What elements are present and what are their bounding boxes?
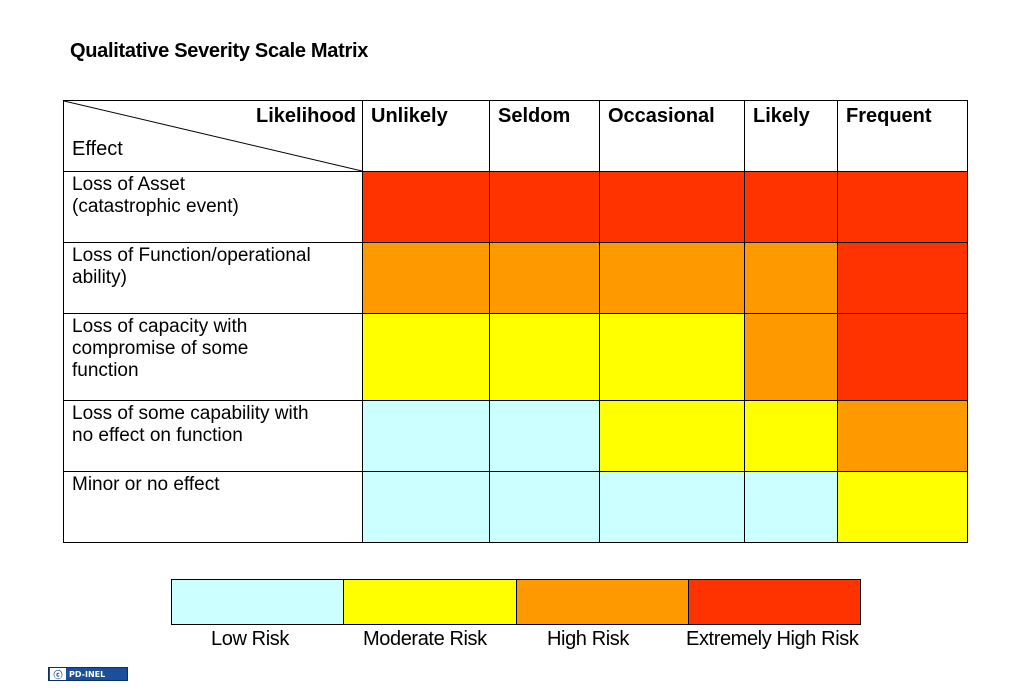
row-label: Loss of capacity with compromise of some f…: [63, 313, 363, 401]
legend-swatch: [172, 580, 345, 624]
risk-cell: [744, 471, 838, 543]
row-label-line: compromise of some: [72, 338, 249, 359]
risk-cell: [362, 400, 490, 472]
risk-cell: [489, 400, 600, 472]
risk-cell: [837, 313, 968, 401]
risk-cell: [744, 171, 838, 243]
diagonal-divider: [64, 101, 362, 171]
cc-icon: ⓒ: [50, 668, 66, 681]
likelihood-axis-label: Likelihood: [256, 105, 356, 127]
risk-cell: [489, 313, 600, 401]
matrix-row: Loss of capacity with compromise of some f…: [63, 313, 968, 401]
risk-cell: [744, 400, 838, 472]
legend-label: High Risk: [547, 628, 629, 650]
risk-matrix: Likelihood Effect Unlikely Seldom Occasion…: [63, 100, 968, 543]
effect-axis-label: Effect: [72, 138, 123, 160]
row-label: Loss of Function/operational ability): [63, 242, 363, 314]
column-header: Unlikely: [362, 100, 490, 172]
column-header: Frequent: [837, 100, 968, 172]
risk-cell: [837, 400, 968, 472]
risk-cell: [599, 471, 745, 543]
legend-swatch: [516, 580, 689, 624]
column-header: Seldom: [489, 100, 600, 172]
row-label-line: Loss of some capability with: [72, 403, 309, 424]
risk-legend-labels: Low Risk Moderate Risk High Risk Extremely …: [171, 628, 881, 658]
row-label-line: Loss of Asset: [72, 174, 186, 195]
row-label-line: (catastrophic event): [72, 196, 239, 217]
row-label-line: function: [72, 360, 139, 381]
row-label-line: no effect on function: [72, 425, 243, 446]
risk-cell: [744, 242, 838, 314]
risk-cell: [362, 313, 490, 401]
risk-cell: [599, 400, 745, 472]
risk-cell: [489, 171, 600, 243]
row-label-line: Loss of Function/operational: [72, 245, 311, 266]
legend-label: Extremely High Risk: [686, 628, 859, 650]
matrix-header-row: Likelihood Effect Unlikely Seldom Occasion…: [63, 100, 968, 172]
matrix-corner-cell: Likelihood Effect: [63, 100, 363, 172]
row-label: Minor or no effect: [63, 471, 363, 543]
matrix-row: Loss of Asset (catastrophic event): [63, 171, 968, 243]
column-header: Occasional: [599, 100, 745, 172]
row-label: Loss of some capability with no effect on…: [63, 400, 363, 472]
matrix-row: Loss of Function/operational ability): [63, 242, 968, 314]
matrix-row: Loss of some capability with no effect on…: [63, 400, 968, 472]
risk-cell: [489, 242, 600, 314]
column-header: Likely: [744, 100, 838, 172]
risk-cell: [599, 242, 745, 314]
risk-cell: [362, 471, 490, 543]
legend-swatch: [344, 580, 517, 624]
risk-cell: [362, 242, 490, 314]
risk-legend: [171, 579, 861, 625]
row-label-line: ability): [72, 267, 127, 288]
risk-cell: [489, 471, 600, 543]
legend-label: Moderate Risk: [363, 628, 487, 650]
row-label-line: Loss of capacity with: [72, 316, 248, 337]
legend-swatch: [688, 580, 860, 624]
license-badge-label: PD-INEL: [69, 669, 106, 679]
legend-label: Low Risk: [211, 628, 289, 650]
page-title: Qualitative Severity Scale Matrix: [70, 40, 369, 62]
risk-cell: [599, 313, 745, 401]
risk-cell: [362, 171, 490, 243]
row-label-line: Minor or no effect: [72, 474, 220, 495]
risk-cell: [837, 171, 968, 243]
matrix-row: Minor or no effect: [63, 471, 968, 543]
risk-cell: [599, 171, 745, 243]
risk-cell: [837, 471, 968, 543]
risk-cell: [744, 313, 838, 401]
license-badge: ⓒ PD-INEL: [48, 667, 128, 681]
risk-cell: [837, 242, 968, 314]
row-label: Loss of Asset (catastrophic event): [63, 171, 363, 243]
